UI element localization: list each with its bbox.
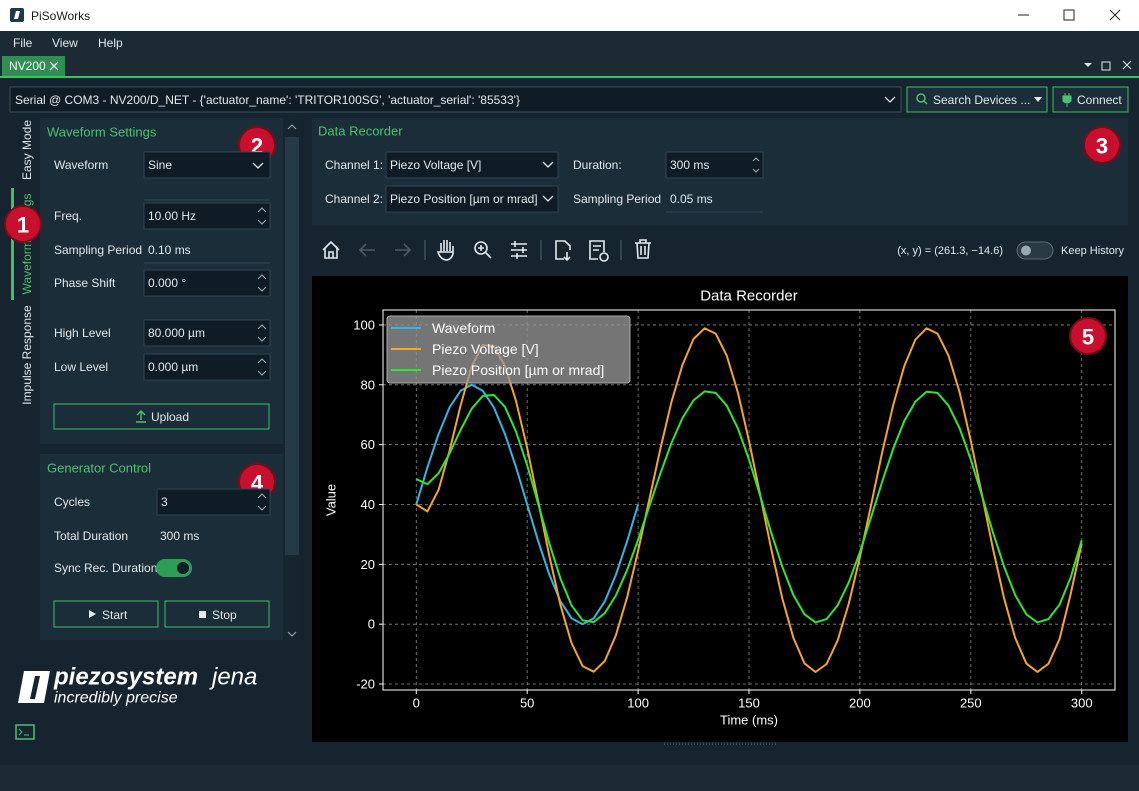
stop-label[interactable]: Stop — [212, 608, 237, 622]
y-tick-label: 20 — [361, 557, 375, 572]
field-value: 80.000 µm — [148, 326, 205, 340]
side-tab[interactable]: Easy Mode — [20, 120, 34, 180]
field-label: Waveform — [54, 158, 108, 172]
x-tick-label: 0 — [413, 696, 420, 711]
side-tab[interactable]: Impulse Response — [20, 305, 34, 405]
menu-view[interactable]: View — [52, 36, 78, 50]
field-value[interactable]: 300 ms — [670, 158, 709, 172]
menu-bar — [0, 31, 1139, 55]
field-label: Cycles — [54, 495, 90, 509]
start-label[interactable]: Start — [102, 608, 128, 622]
badge-number: 3 — [1096, 134, 1108, 159]
device-selection[interactable]: Serial @ COM3 - NV200/D_NET - {'actuator… — [15, 93, 520, 107]
chart-title: Data Recorder — [700, 288, 798, 305]
field-value: 0.10 ms — [148, 243, 191, 257]
menu-help[interactable]: Help — [98, 36, 123, 50]
field-value: 10.00 Hz — [148, 209, 196, 223]
tab-underline — [0, 76, 1139, 78]
toggle-knob — [1021, 246, 1031, 256]
y-tick-label: 0 — [368, 617, 375, 632]
tab-bar — [0, 55, 1139, 77]
sync-label: Sync Rec. Duration — [54, 561, 157, 575]
connect-label[interactable]: Connect — [1077, 93, 1122, 107]
field-label: High Level — [54, 326, 111, 340]
configure-button[interactable] — [511, 241, 527, 259]
field-label: Duration: — [573, 158, 622, 172]
field-label: Channel 1: — [325, 158, 383, 172]
panel-title: Data Recorder — [318, 124, 403, 139]
field-value: 300 ms — [160, 529, 199, 543]
x-tick-label: 300 — [1071, 696, 1093, 711]
title-bar — [0, 0, 1139, 31]
field-value: 0.000 ° — [148, 276, 186, 290]
field-value[interactable]: Piezo Voltage [V] — [390, 158, 481, 172]
cursor-coordinates: (x, y) = (261.3, −14.6) — [897, 245, 1003, 257]
y-tick-label: -20 — [356, 677, 375, 692]
field-label: Freq. — [54, 209, 82, 223]
x-tick-label: 250 — [960, 696, 982, 711]
x-tick-label: 50 — [520, 696, 534, 711]
field-value[interactable]: Piezo Position [µm or mrad] — [390, 192, 538, 206]
field-value: 0.05 ms — [670, 192, 713, 206]
y-tick-label: 60 — [361, 437, 375, 452]
y-tick-label: 80 — [361, 377, 375, 392]
panel-title: Generator Control — [47, 461, 151, 476]
x-tick-label: 100 — [627, 696, 649, 711]
field-label: Phase Shift — [54, 276, 116, 290]
side-tab-active-bar — [11, 188, 14, 300]
legend-label: Piezo Voltage [V] — [432, 341, 539, 357]
upload-label[interactable]: Upload — [151, 410, 189, 424]
scrollbar-thumb[interactable] — [285, 137, 299, 555]
legend-label: Waveform — [432, 320, 495, 336]
toggle-knob — [177, 562, 189, 574]
field-label: Sampling Period — [573, 192, 661, 206]
window-title: PiSoWorks — [31, 9, 90, 23]
field-value: 3 — [161, 495, 168, 509]
field-value: 0.000 µm — [148, 360, 198, 374]
logo-tagline: incredibly precise — [54, 690, 178, 707]
x-tick-label: 200 — [849, 696, 871, 711]
field-label: Total Duration — [54, 529, 128, 543]
stop-icon — [199, 611, 206, 618]
y-tick-label: 100 — [353, 317, 375, 332]
search-label[interactable]: Search Devices ... — [933, 93, 1030, 107]
y-tick-label: 40 — [361, 497, 375, 512]
legend-label: Piezo Position [µm or mrad] — [432, 362, 604, 378]
field-label: Channel 2: — [325, 192, 383, 206]
logo-brand: piezosystem — [53, 664, 198, 691]
x-axis-label: Time (ms) — [720, 713, 778, 728]
menu-file[interactable]: File — [13, 36, 33, 50]
field-label: Sampling Period — [54, 243, 142, 257]
status-bar — [0, 765, 1139, 791]
field-label: Low Level — [54, 360, 108, 374]
panel-title: Waveform Settings — [47, 125, 157, 140]
spin-box[interactable] — [157, 489, 270, 515]
y-axis-label: Value — [324, 484, 339, 516]
badge-number: 1 — [17, 213, 29, 238]
keep-history-label: Keep History — [1061, 245, 1124, 257]
field-value: Sine — [148, 158, 172, 172]
x-tick-label: 150 — [738, 696, 760, 711]
badge-number: 5 — [1082, 325, 1094, 350]
logo-brand-suffix: jena — [209, 664, 257, 691]
tab-label[interactable]: NV200 — [9, 59, 46, 73]
